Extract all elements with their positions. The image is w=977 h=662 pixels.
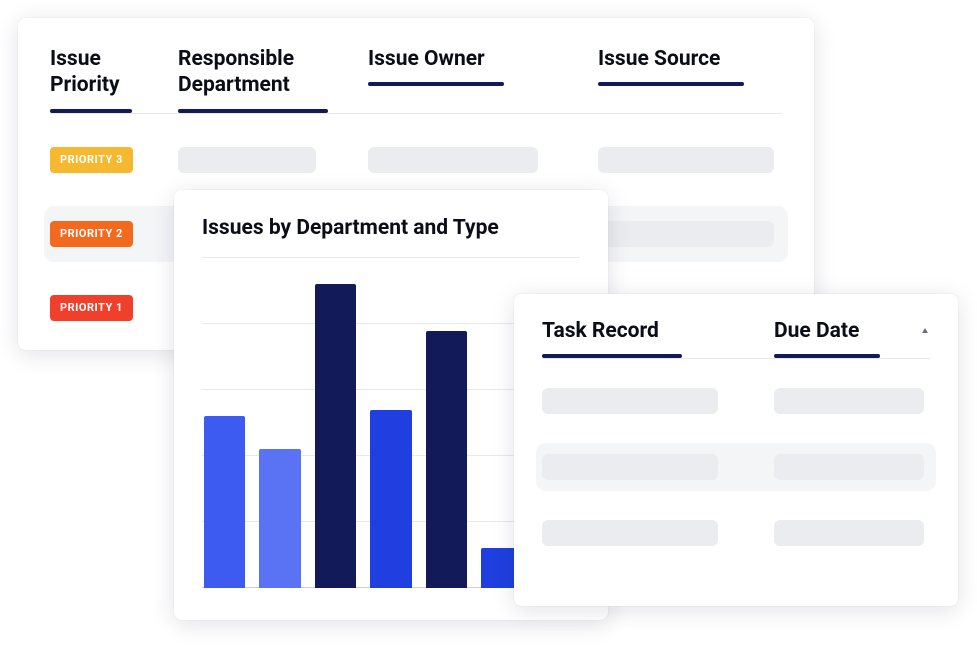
placeholder — [542, 388, 718, 414]
column-title: Issue Source — [598, 46, 782, 82]
cell-source — [598, 221, 782, 247]
priority-badge: PRIORITY 3 — [50, 147, 133, 173]
cell-priority: PRIORITY 3 — [50, 147, 178, 173]
task-table-card: Task Record Due Date — [514, 294, 958, 606]
table-row[interactable]: PRIORITY 3 — [44, 132, 788, 188]
cell-task-record — [542, 388, 774, 414]
placeholder — [542, 520, 718, 546]
task-table-body — [542, 359, 930, 557]
issues-table-header: IssuePriority ResponsibleDepartment Issu… — [50, 46, 782, 114]
priority-badge: PRIORITY 1 — [50, 295, 133, 321]
column-underline — [774, 354, 880, 358]
column-title: Due Date — [774, 318, 930, 354]
cell-due-date — [774, 388, 930, 414]
cell-task-record — [542, 454, 774, 480]
column-title: Task Record — [542, 318, 774, 354]
placeholder — [542, 454, 718, 480]
cell-department — [178, 147, 368, 173]
table-row[interactable] — [536, 509, 936, 557]
cell-priority: PRIORITY 2 — [50, 221, 178, 247]
placeholder — [368, 147, 538, 173]
column-title: Issue Owner — [368, 46, 598, 82]
column-title: IssuePriority — [50, 46, 178, 109]
placeholder — [774, 520, 924, 546]
chart-bar[interactable] — [426, 331, 467, 588]
chart-bar[interactable] — [315, 284, 356, 588]
cell-due-date — [774, 520, 930, 546]
cell-task-record — [542, 520, 774, 546]
placeholder — [774, 388, 924, 414]
task-table-header: Task Record Due Date — [542, 318, 930, 359]
column-header-issue-source[interactable]: Issue Source — [598, 46, 782, 113]
column-underline — [598, 82, 744, 86]
column-header-issue-owner[interactable]: Issue Owner — [368, 46, 598, 113]
placeholder — [774, 454, 924, 480]
placeholder — [178, 147, 316, 173]
column-underline — [50, 109, 132, 113]
chart-bar[interactable] — [370, 410, 411, 588]
column-underline — [368, 82, 504, 86]
table-row[interactable] — [536, 443, 936, 491]
chart-bar[interactable] — [204, 416, 245, 588]
column-header-due-date[interactable]: Due Date — [774, 318, 930, 358]
cell-source — [598, 147, 782, 173]
column-header-task-record[interactable]: Task Record — [542, 318, 774, 358]
cell-priority: PRIORITY 1 — [50, 295, 178, 321]
chart-title: Issues by Department and Type — [202, 216, 580, 240]
cell-due-date — [774, 454, 930, 480]
column-underline — [542, 354, 682, 358]
table-row[interactable] — [536, 377, 936, 425]
column-title: ResponsibleDepartment — [178, 46, 368, 109]
priority-badge: PRIORITY 2 — [50, 221, 133, 247]
chart-bar[interactable] — [259, 449, 300, 588]
column-header-issue-priority[interactable]: IssuePriority — [50, 46, 178, 113]
column-underline — [178, 109, 328, 113]
column-header-responsible-department[interactable]: ResponsibleDepartment — [178, 46, 368, 113]
placeholder — [598, 221, 774, 247]
sort-asc-icon — [918, 324, 932, 338]
placeholder — [598, 147, 774, 173]
cell-owner — [368, 147, 598, 173]
